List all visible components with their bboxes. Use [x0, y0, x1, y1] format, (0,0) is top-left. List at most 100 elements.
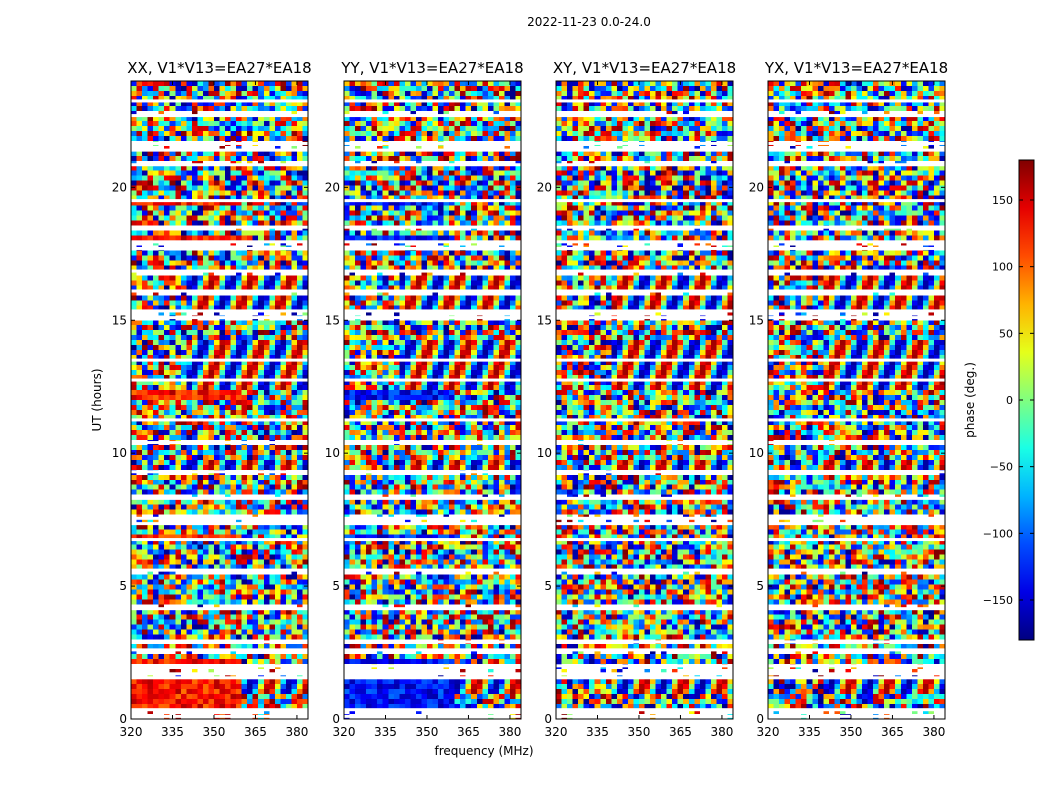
colorbar-tick-label: −50	[990, 461, 1013, 474]
flagged-row	[768, 309, 945, 313]
y-tick-label: 20	[325, 180, 340, 194]
flagged-row	[768, 114, 945, 118]
figure-suptitle: 2022-11-23 0.0-24.0	[527, 15, 651, 29]
flagged-row	[768, 672, 945, 676]
flagged-row	[344, 418, 521, 422]
flagged-row	[131, 316, 308, 320]
flagged-row	[556, 163, 733, 167]
x-tick-label: 380	[710, 725, 733, 739]
flagged-row	[131, 676, 308, 680]
y-tick-label: 20	[749, 180, 764, 194]
flagged-row	[768, 708, 945, 712]
flagged-row	[131, 141, 308, 145]
x-tick-label: 335	[161, 725, 184, 739]
flagged-row	[344, 378, 521, 382]
colorbar-tick-label: 100	[992, 261, 1013, 274]
flagged-row	[344, 163, 521, 167]
x-tick-label: 335	[586, 725, 609, 739]
flagged-row	[768, 470, 945, 474]
y-tick-label: 20	[537, 180, 552, 194]
flagged-row	[131, 246, 308, 250]
flagged-row	[556, 316, 733, 320]
flagged-row	[131, 269, 308, 273]
flagged-row	[556, 141, 733, 145]
heatmap-image	[131, 81, 308, 719]
flagged-row	[131, 99, 308, 103]
flagged-row	[768, 246, 945, 250]
flagged-row	[768, 664, 945, 668]
x-tick-label: 380	[922, 725, 945, 739]
y-tick-label: 5	[544, 579, 552, 593]
flagged-row	[131, 708, 308, 712]
flagged-row	[768, 441, 945, 445]
colorbar: −150 −100 −50 0 50 100 150	[983, 159, 1035, 641]
colorbar-label: phase (deg.)	[963, 362, 977, 438]
flagged-row	[768, 640, 945, 644]
flagged-row	[768, 568, 945, 572]
flagged-row	[556, 664, 733, 668]
flagged-row	[131, 648, 308, 652]
flagged-row	[556, 225, 733, 229]
flagged-row	[344, 316, 521, 320]
flagged-row	[344, 141, 521, 145]
flagged-row	[131, 378, 308, 382]
panel-title: XY, V1*V13=EA27*EA18	[553, 59, 736, 77]
flagged-row	[344, 672, 521, 676]
flagged-row	[768, 148, 945, 152]
flagged-row	[344, 246, 521, 250]
flagged-row	[556, 538, 733, 542]
y-tick-label: 5	[119, 579, 127, 593]
colorbar-tick-label: 0	[1006, 394, 1013, 407]
x-tick-label: 380	[498, 725, 521, 739]
flagged-row	[344, 676, 521, 680]
flagged-row	[556, 470, 733, 474]
flagged-row	[344, 568, 521, 572]
x-tick-label: 350	[416, 725, 439, 739]
panel-yy: YY, V1*V13=EA27*EA18 320 335 350 365 380 0 5 10 1…	[325, 59, 524, 739]
y-tick-label: 15	[749, 313, 764, 327]
x-tick-label: 320	[120, 725, 143, 739]
x-tick-label: 365	[881, 725, 904, 739]
flagged-row	[344, 470, 521, 474]
y-axis-label: UT (hours)	[90, 368, 104, 431]
y-tick-label: 0	[544, 712, 552, 726]
flagged-row	[556, 148, 733, 152]
flagged-row	[131, 114, 308, 118]
y-tick-label: 15	[112, 313, 127, 327]
flagged-row	[344, 714, 521, 718]
flagged-row	[344, 240, 521, 244]
flagged-row	[768, 240, 945, 244]
flagged-row	[131, 148, 308, 152]
panels-group: XX, V1*V13=EA27*EA18 320 335 350 365 380 0 5 10 1…	[112, 59, 948, 739]
flagged-row	[131, 240, 308, 244]
flagged-row	[768, 496, 945, 500]
flagged-row	[768, 676, 945, 680]
flagged-row	[556, 640, 733, 644]
flagged-row	[556, 358, 733, 362]
flagged-row	[131, 418, 308, 422]
heatmap-image	[556, 81, 733, 719]
flagged-row	[131, 664, 308, 668]
flagged-row	[768, 648, 945, 652]
flagged-row	[131, 538, 308, 542]
y-tick-label: 15	[537, 313, 552, 327]
flagged-row	[556, 418, 733, 422]
flagged-row	[768, 99, 945, 103]
flagged-row	[344, 664, 521, 668]
flagged-row	[344, 199, 521, 203]
y-tick-label: 10	[112, 446, 127, 460]
flagged-row	[768, 225, 945, 229]
y-tick-label: 0	[756, 712, 764, 726]
flagged-row	[556, 648, 733, 652]
panel-frame	[343, 80, 522, 720]
flagged-row	[131, 672, 308, 676]
flagged-row	[344, 289, 521, 293]
flagged-row	[556, 378, 733, 382]
flagged-row	[344, 648, 521, 652]
flagged-row	[768, 316, 945, 320]
flagged-row	[768, 607, 945, 611]
x-tick-label: 365	[457, 725, 480, 739]
colorbar-tick-label: −100	[983, 527, 1013, 540]
panel-yx: YX, V1*V13=EA27*EA18 320 335 350 365 380 0 5 10 1…	[749, 59, 948, 739]
y-tick-label: 5	[756, 579, 764, 593]
